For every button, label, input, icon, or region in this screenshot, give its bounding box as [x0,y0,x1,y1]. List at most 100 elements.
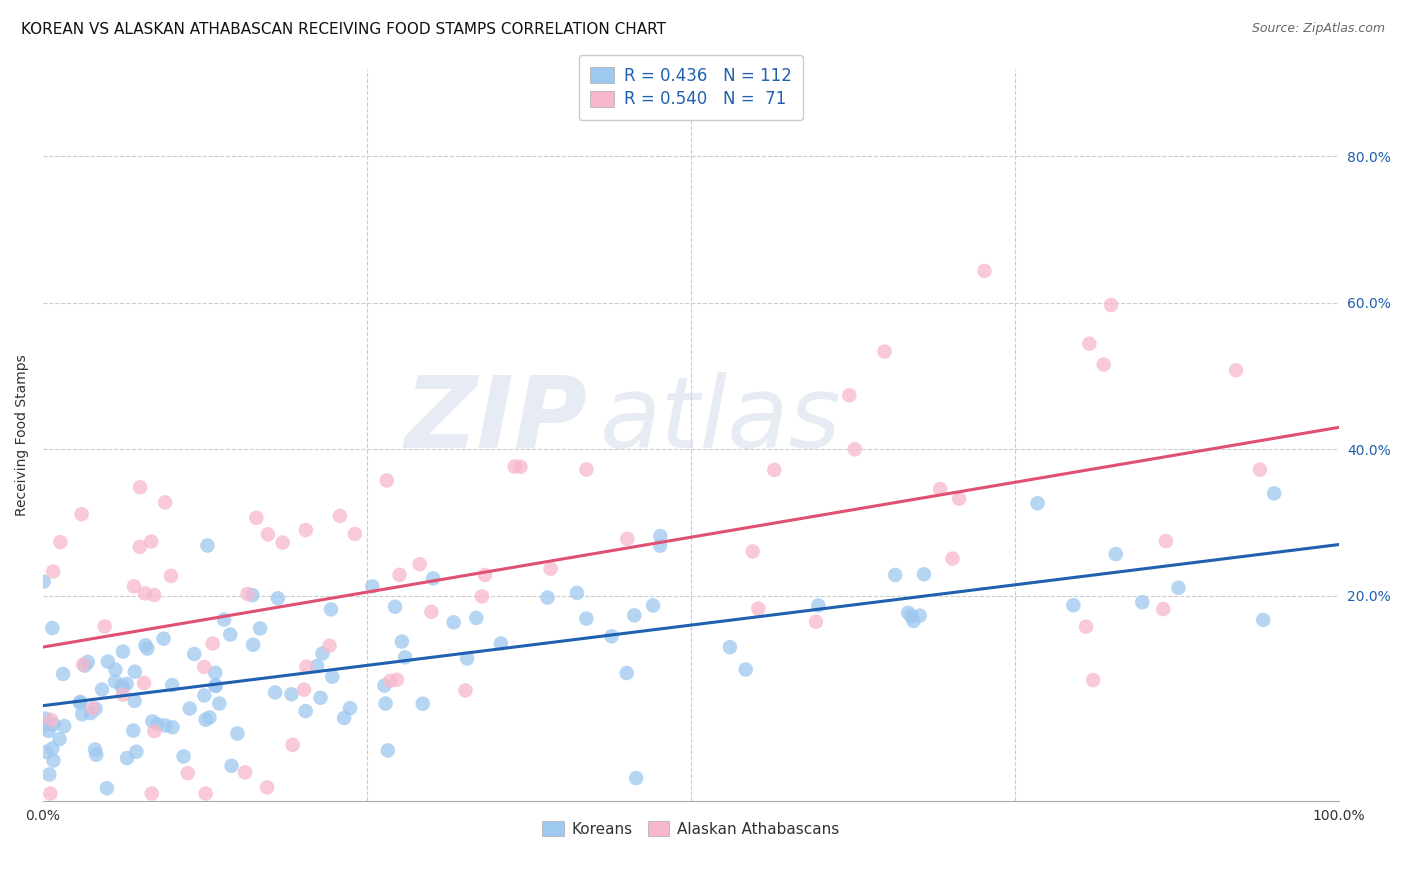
Point [42,754,65,768]
Point [948,491,970,506]
Point [134,586,156,600]
Point [41,621,63,635]
Point [271,535,294,549]
Point [97,655,120,669]
Point [884,568,907,582]
Point [42,717,65,731]
Point [540,562,562,576]
Point [267,591,290,606]
Point [226,726,249,740]
Point [32,574,55,589]
Point [321,670,343,684]
Point [53,719,76,733]
Point [49,535,72,549]
Point [122,723,145,738]
Point [245,510,267,524]
Point [84,702,107,716]
Point [34,718,56,732]
Point [1026,496,1049,510]
Point [908,608,931,623]
Point [104,663,127,677]
Point [143,588,166,602]
Point [474,568,496,582]
Point [160,678,183,692]
Point [152,632,174,646]
Y-axis label: Receiving Food Stamps: Receiving Food Stamps [15,354,30,516]
Point [249,621,271,635]
Point [412,697,434,711]
Point [212,613,235,627]
Point [42,565,65,579]
Point [292,682,315,697]
Point [311,647,333,661]
Point [1105,547,1128,561]
Point [339,701,361,715]
Point [807,599,830,613]
Point [844,442,866,457]
Point [741,544,763,558]
Point [973,264,995,278]
Point [242,588,264,602]
Point [747,601,769,615]
Point [384,599,406,614]
Point [125,745,148,759]
Point [93,619,115,633]
Point [134,638,156,652]
Point [82,701,104,715]
Point [380,673,402,688]
Point [377,743,399,757]
Point [471,590,494,604]
Point [194,787,217,801]
Point [136,641,159,656]
Point [489,636,512,650]
Point [264,685,287,699]
Point [408,558,430,572]
Point [193,689,215,703]
Point [204,679,226,693]
Point [443,615,465,630]
Point [173,749,195,764]
Point [1081,673,1104,687]
Point [122,579,145,593]
Point [70,707,93,722]
Point [343,527,366,541]
Point [41,741,63,756]
Point [104,674,127,689]
Point [454,683,477,698]
Point [242,638,264,652]
Point [307,659,329,673]
Point [73,658,96,673]
Point [565,586,588,600]
Point [600,629,623,643]
Point [624,771,647,785]
Point [69,696,91,710]
Point [72,657,94,672]
Point [1092,358,1115,372]
Point [1225,363,1247,377]
Point [1251,613,1274,627]
Point [1074,620,1097,634]
Point [575,462,598,476]
Point [111,644,134,658]
Point [76,655,98,669]
Point [143,724,166,739]
Point [1263,486,1285,500]
Point [420,605,443,619]
Point [197,539,219,553]
Point [177,766,200,780]
Point [124,694,146,708]
Point [734,663,756,677]
Point [333,711,356,725]
Point [422,571,444,585]
Point [257,527,280,541]
Point [465,611,488,625]
Point [294,704,316,718]
Point [616,666,638,681]
Text: atlas: atlas [600,372,842,468]
Point [281,738,304,752]
Point [79,706,101,720]
Point [1130,595,1153,609]
Point [575,612,598,626]
Point [650,529,672,543]
Point [201,636,224,650]
